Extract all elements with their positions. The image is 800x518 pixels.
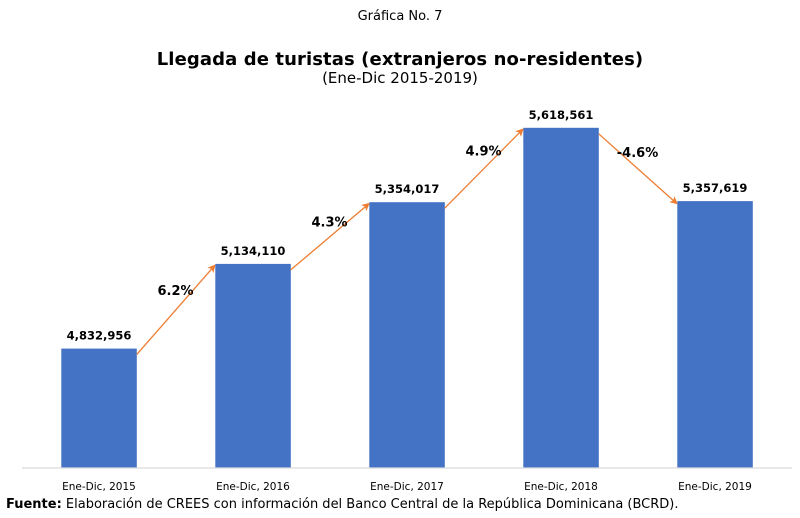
bar-1 xyxy=(215,263,291,468)
bar-4 xyxy=(677,201,753,468)
growth-label-0: 6.2% xyxy=(157,284,193,299)
value-label-3: 5,618,561 xyxy=(529,108,594,122)
chart-title: Llegada de turistas (extranjeros no-resi… xyxy=(156,49,644,70)
growth-arrow-1 xyxy=(290,202,370,271)
bar-0 xyxy=(61,348,137,468)
growth-arrow-3 xyxy=(598,133,678,205)
category-label-3: Ene-Dic, 2018 xyxy=(524,481,598,493)
category-label-4: Ene-Dic, 2019 xyxy=(678,481,752,493)
source-label: Fuente: xyxy=(6,497,62,512)
source-note: Fuente: Elaboración de CREES con informa… xyxy=(6,497,679,512)
value-label-1: 5,134,110 xyxy=(221,244,286,258)
bar-2 xyxy=(369,202,445,468)
category-label-1: Ene-Dic, 2016 xyxy=(216,481,290,493)
growth-arrow-0 xyxy=(136,264,216,356)
figure-caption: Gráfica No. 7 xyxy=(357,9,443,24)
bars-layer xyxy=(61,127,753,469)
source-text: Elaboración de CREES con información del… xyxy=(61,497,679,512)
growth-label-1: 4.3% xyxy=(311,216,347,231)
bar-3 xyxy=(523,127,599,469)
category-label-0: Ene-Dic, 2015 xyxy=(62,481,136,493)
chart-subtitle: (Ene-Dic 2015-2019) xyxy=(322,69,478,87)
growth-arrow-2 xyxy=(444,128,524,209)
labels-layer: 4,832,956 Ene-Dic, 2015 5,134,110 Ene-Dic, … xyxy=(62,108,752,493)
value-label-0: 4,832,956 xyxy=(67,329,132,343)
category-label-2: Ene-Dic, 2017 xyxy=(370,481,444,493)
growth-arrows-layer xyxy=(136,128,678,356)
value-label-2: 5,354,017 xyxy=(375,182,440,196)
growth-label-2: 4.9% xyxy=(465,145,501,160)
value-label-4: 5,357,619 xyxy=(683,181,748,195)
growth-label-3: -4.6% xyxy=(617,146,658,161)
